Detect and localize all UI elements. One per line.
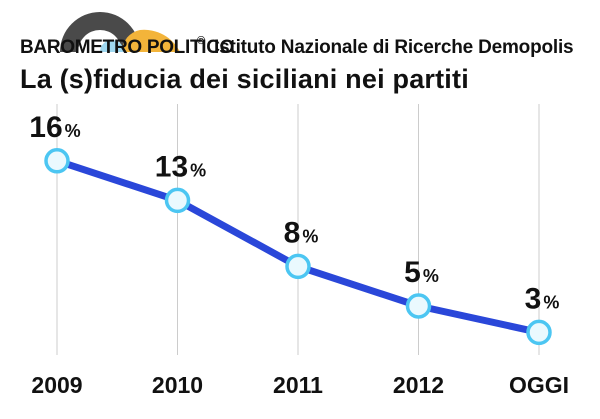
data-label-value: 5 bbox=[404, 256, 421, 289]
istituto-label: Istituto Nazionale di Ricerche Demopolis bbox=[214, 37, 573, 58]
data-label-2009: 16% bbox=[29, 111, 80, 144]
data-label-value: 16 bbox=[29, 111, 62, 144]
logo-accent-arc bbox=[121, 29, 180, 52]
data-label-unit: % bbox=[423, 266, 439, 286]
data-point-2010 bbox=[164, 187, 191, 214]
x-tick-label-2011: 2011 bbox=[273, 372, 323, 398]
chart-title: La (s)fiducia dei siciliani nei partiti bbox=[20, 64, 469, 94]
data-label-unit: % bbox=[65, 121, 81, 141]
barometro-label: BAROMETRO POLITICO bbox=[20, 37, 234, 58]
data-label-unit: % bbox=[190, 160, 206, 180]
registered-mark: ® bbox=[197, 35, 205, 47]
data-label-value: 13 bbox=[155, 150, 188, 183]
data-point-2009 bbox=[44, 148, 70, 174]
x-tick-label-OGGI: OGGI bbox=[509, 372, 569, 398]
data-label-2011: 8% bbox=[284, 216, 319, 249]
data-labels: 16 %13 %8 %5 %3% bbox=[29, 111, 559, 316]
logo-dark-arc bbox=[60, 12, 140, 52]
data-label-OGGI: 3% bbox=[525, 282, 560, 315]
data-point-2012 bbox=[405, 293, 432, 319]
x-tick-label-2010: 2010 bbox=[152, 372, 203, 398]
x-tick-label-2012: 2012 bbox=[393, 372, 444, 398]
data-label-2010: 13% bbox=[155, 150, 206, 183]
x-axis-ticks: 2009 2010 2011 2012 OGGI bbox=[31, 372, 569, 398]
data-label-unit: % bbox=[302, 226, 318, 246]
data-label-value: 3 bbox=[525, 282, 542, 315]
data-label-value: 8 bbox=[284, 216, 301, 249]
logo-light-arc bbox=[100, 40, 124, 52]
markers bbox=[44, 148, 552, 346]
data-label-2012: 5% bbox=[404, 256, 439, 289]
x-tick-label-2009: 2009 bbox=[31, 372, 82, 398]
data-label-unit: % bbox=[543, 292, 559, 312]
logo-graphic bbox=[60, 12, 180, 52]
data-point-2011 bbox=[285, 253, 311, 280]
data-point-OGGI bbox=[526, 319, 552, 346]
